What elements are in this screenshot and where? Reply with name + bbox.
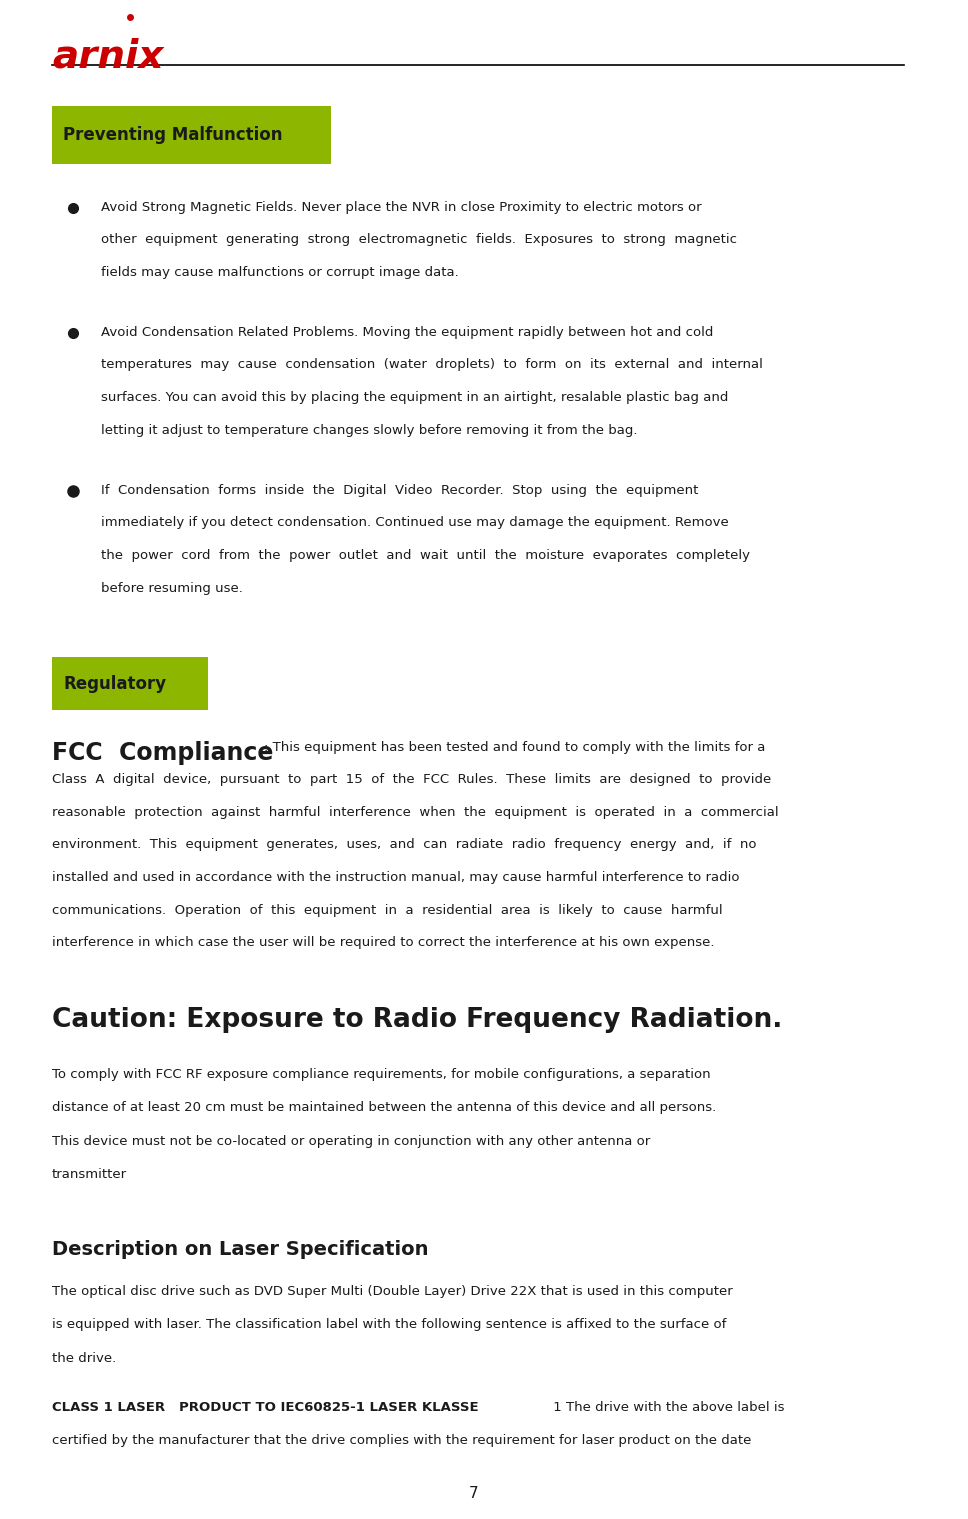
Text: Caution: Exposure to Radio Frequency Radiation.: Caution: Exposure to Radio Frequency Rad…	[52, 1007, 782, 1033]
Text: immediately if you detect condensation. Continued use may damage the equipment. : immediately if you detect condensation. …	[102, 516, 729, 530]
Text: communications.  Operation  of  this  equipment  in  a  residential  area  is  l: communications. Operation of this equipm…	[52, 904, 723, 917]
Text: 1 The drive with the above label is: 1 The drive with the above label is	[549, 1401, 784, 1414]
Text: interference in which case the user will be required to correct the interference: interference in which case the user will…	[52, 936, 714, 949]
Text: CLASS 1 LASER   PRODUCT TO IEC60825-1 LASER KLASSE: CLASS 1 LASER PRODUCT TO IEC60825-1 LASE…	[52, 1401, 479, 1414]
Text: reasonable  protection  against  harmful  interference  when  the  equipment  is: reasonable protection against harmful in…	[52, 807, 778, 819]
Text: surfaces. You can avoid this by placing the equipment in an airtight, resalable : surfaces. You can avoid this by placing …	[102, 392, 729, 404]
Text: transmitter: transmitter	[52, 1168, 127, 1182]
Text: environment.  This  equipment  generates,  uses,  and  can  radiate  radio  freq: environment. This equipment generates, u…	[52, 838, 757, 852]
Text: To comply with FCC RF exposure compliance requirements, for mobile configuration: To comply with FCC RF exposure complianc…	[52, 1068, 711, 1082]
Text: : This equipment has been tested and found to comply with the limits for a: : This equipment has been tested and fou…	[264, 741, 766, 753]
Text: The optical disc drive such as DVD Super Multi (Double Layer) Drive 22X that is : The optical disc drive such as DVD Super…	[52, 1285, 733, 1299]
Text: Class  A  digital  device,  pursuant  to  part  15  of  the  FCC  Rules.  These : Class A digital device, pursuant to part…	[52, 773, 771, 787]
Text: FCC  Compliance: FCC Compliance	[52, 741, 273, 764]
Text: other  equipment  generating  strong  electromagnetic  fields.  Exposures  to  s: other equipment generating strong electr…	[102, 234, 738, 246]
Text: certified by the manufacturer that the drive complies with the requirement for l: certified by the manufacturer that the d…	[52, 1434, 751, 1448]
FancyBboxPatch shape	[52, 106, 331, 164]
Text: installed and used in accordance with the instruction manual, may cause harmful : installed and used in accordance with th…	[52, 872, 740, 884]
Text: before resuming use.: before resuming use.	[102, 582, 243, 595]
Text: is equipped with laser. The classification label with the following sentence is : is equipped with laser. The classificati…	[52, 1318, 726, 1332]
Text: fields may cause malfunctions or corrupt image data.: fields may cause malfunctions or corrupt…	[102, 266, 459, 279]
Text: Preventing Malfunction: Preventing Malfunction	[64, 126, 283, 144]
Text: Description on Laser Specification: Description on Laser Specification	[52, 1240, 429, 1259]
Text: This device must not be co-located or operating in conjunction with any other an: This device must not be co-located or op…	[52, 1135, 650, 1148]
Text: Regulatory: Regulatory	[64, 674, 166, 693]
FancyBboxPatch shape	[52, 656, 208, 711]
Text: If  Condensation  forms  inside  the  Digital  Video  Recorder.  Stop  using  th: If Condensation forms inside the Digital…	[102, 483, 699, 497]
Text: arnix: arnix	[52, 38, 164, 76]
Text: letting it adjust to temperature changes slowly before removing it from the bag.: letting it adjust to temperature changes…	[102, 424, 638, 437]
Text: 7: 7	[469, 1486, 478, 1501]
Text: Avoid Strong Magnetic Fields. Never place the NVR in close Proximity to electric: Avoid Strong Magnetic Fields. Never plac…	[102, 201, 702, 214]
Text: the drive.: the drive.	[52, 1352, 116, 1366]
Text: distance of at least 20 cm must be maintained between the antenna of this device: distance of at least 20 cm must be maint…	[52, 1101, 716, 1115]
Text: temperatures  may  cause  condensation  (water  droplets)  to  form  on  its  ex: temperatures may cause condensation (wat…	[102, 358, 763, 372]
Text: the  power  cord  from  the  power  outlet  and  wait  until  the  moisture  eva: the power cord from the power outlet and…	[102, 550, 750, 562]
Text: Avoid Condensation Related Problems. Moving the equipment rapidly between hot an: Avoid Condensation Related Problems. Mov…	[102, 327, 713, 339]
